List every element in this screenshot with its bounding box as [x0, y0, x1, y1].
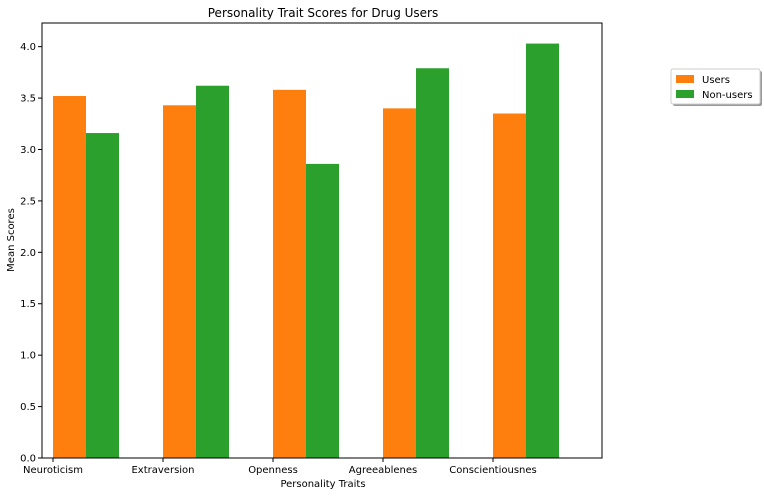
x-tick-label: Extraversion [131, 465, 194, 476]
bar-users-extraversion [163, 105, 196, 458]
bars-group [53, 43, 559, 459]
bar-users-openness [273, 89, 306, 459]
x-axis: Neuroticism Extraversion Openness Agreeable… [23, 458, 537, 476]
y-tick-label: 1.0 [20, 351, 36, 362]
legend: Users Non-users [670, 68, 762, 106]
bar-non-users-extraversion [196, 85, 229, 458]
bar-non-users-neuroticism [86, 133, 119, 458]
legend-label: Users [702, 75, 730, 86]
bar-users-agreeablenes [383, 108, 416, 458]
bar-users-neuroticism [53, 96, 86, 458]
plot-frame [41, 22, 603, 459]
y-tick-label: 0.0 [20, 454, 36, 465]
y-axis: 0.0 0.5 1.0 1.5 2.0 2.5 3.0 3.5 4.0 [20, 42, 42, 465]
x-axis-label: Personality Traits [280, 479, 365, 490]
y-tick-label: 3.5 [20, 94, 36, 105]
y-axis-label: Mean Scores [6, 208, 17, 272]
bar-non-users-agreeablenes [416, 68, 449, 458]
x-tick-label: Neuroticism [23, 465, 83, 476]
x-tick-label: Conscientiousnes [449, 465, 536, 476]
legend-label: Non-users [702, 90, 753, 101]
bar-non-users-conscientiousnes [526, 43, 559, 458]
y-tick-label: 3.0 [20, 145, 36, 156]
bar-non-users-openness [306, 163, 339, 458]
y-tick-label: 1.5 [20, 299, 36, 310]
y-tick-label: 4.0 [20, 42, 36, 53]
y-tick-label: 0.5 [20, 402, 36, 413]
x-tick-label: Agreeablenes [349, 465, 418, 476]
chart-title: Personality Trait Scores for Drug Users [208, 6, 438, 20]
legend-swatch [676, 75, 694, 83]
y-tick-label: 2.5 [20, 196, 36, 207]
x-tick-label: Openness [248, 465, 298, 476]
legend-swatch [676, 90, 694, 98]
bar-users-conscientiousnes [493, 113, 526, 458]
y-tick-label: 2.0 [20, 248, 36, 259]
